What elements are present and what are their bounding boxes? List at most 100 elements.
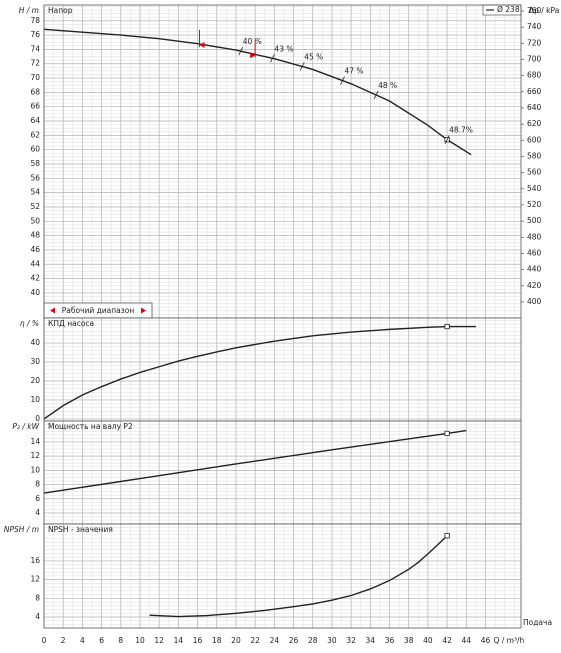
x-tick-label: 28: [308, 636, 318, 645]
y2-tick-label: 720: [527, 38, 542, 47]
y-tick-label: 8: [35, 593, 40, 602]
y-tick-label: 40: [30, 338, 40, 347]
y-tick-label: 76: [30, 30, 40, 39]
plot-background: [44, 5, 521, 318]
x-tick-label: 10: [135, 636, 145, 645]
y-tick-label: 60: [30, 145, 40, 154]
x-tick-label: 26: [289, 636, 299, 645]
panel: 0 10 20 30 40 η / % КПД насоса: [20, 317, 522, 423]
y-tick-label: 12: [30, 451, 40, 460]
y-tick-label: 68: [30, 87, 40, 96]
x-tick-label: 16: [193, 636, 203, 645]
banner-arrow: [141, 307, 146, 314]
range-arrow: [250, 52, 256, 59]
x-tick-label: 34: [366, 636, 376, 645]
y-axis-label: NPSH / m: [4, 525, 39, 534]
y2-tick-label: 440: [527, 265, 542, 274]
y-tick-label: 78: [30, 16, 40, 25]
y-tick-label: 4: [35, 612, 40, 621]
x-tick-label: 38: [404, 636, 414, 645]
curve: [149, 535, 448, 618]
x-tick-label: 36: [385, 636, 395, 645]
y-tick-label: 14: [30, 437, 40, 446]
y-axis-label: η / %: [20, 319, 39, 328]
y2-tick-label: 700: [527, 54, 542, 63]
y-tick-label: 4: [35, 508, 40, 517]
y2-tick-label: 420: [527, 281, 542, 290]
point-marker: [444, 430, 450, 437]
x-tick-label: 12: [154, 636, 164, 645]
y-tick-label: 8: [35, 480, 40, 489]
x-tick-label: 22: [250, 636, 260, 645]
y2-axis-label: Δp / kPa: [529, 6, 559, 15]
y-tick-label: 46: [30, 245, 40, 254]
curve: [43, 325, 476, 420]
curve: [43, 28, 472, 156]
y2-tick-label: 580: [527, 151, 542, 160]
x-tick-label: 46: [481, 636, 491, 645]
x-tick-label: 4: [80, 636, 85, 645]
range-arrow: [199, 41, 205, 48]
x-axis-label: Q / m³/h: [493, 636, 524, 645]
y2-tick-label: 520: [527, 200, 542, 209]
efficiency-label: 43 %: [274, 44, 293, 53]
panel-title: Мощность на валу P2: [48, 422, 133, 431]
panel-title: Напор: [48, 6, 73, 15]
x-tick-label: 40: [423, 636, 433, 645]
y-tick-label: 6: [35, 494, 40, 503]
y-tick-label: 30: [30, 357, 40, 366]
y-tick-label: 42: [30, 274, 40, 283]
x-tick-label: 42: [442, 636, 452, 645]
y-tick-label: 20: [30, 376, 40, 385]
y-tick-label: 70: [30, 73, 40, 82]
panel-title: КПД насоса: [48, 319, 94, 328]
x-tick-label: 32: [346, 636, 356, 645]
y2-tick-label: 640: [527, 103, 542, 112]
y2-tick-label: 460: [527, 248, 542, 257]
plot-frame: [43, 523, 522, 629]
y2-tick-label: 540: [527, 184, 542, 193]
banner-arrow: [50, 307, 55, 314]
y-tick-label: 72: [30, 59, 40, 68]
efficiency-tick: [373, 90, 379, 100]
y-tick-label: 62: [30, 130, 40, 139]
efficiency-tick: [340, 76, 345, 85]
y2-tick-label: 660: [527, 87, 542, 96]
efficiency-tick: [444, 135, 450, 144]
panel: 40 42 44 46 48 50 52 54 56 58 60 62 64 66 68 70 72 74 76 78…: [19, 4, 559, 319]
y-tick-label: 10: [30, 395, 40, 404]
y-tick-label: 44: [30, 259, 40, 268]
efficiency-label: 45 %: [304, 53, 323, 62]
curve: [43, 429, 467, 494]
x-caption: Подача: [523, 618, 552, 627]
y-tick-label: 48: [30, 231, 40, 240]
y-tick-label: 66: [30, 102, 40, 111]
panel-title: NPSH - значения: [48, 525, 113, 534]
efficiency-tick: [270, 54, 275, 63]
y2-tick-label: 680: [527, 71, 542, 80]
y2-tick-label: 740: [527, 22, 542, 31]
efficiency-label: 40 %: [243, 37, 262, 46]
efficiency-tick: [299, 62, 305, 71]
y-axis-label: P₂ / kW: [12, 422, 39, 431]
y-tick-label: 64: [30, 116, 40, 125]
point-marker: [444, 323, 450, 330]
y-tick-label: 74: [30, 44, 40, 53]
range-label: Рабочий диапазон: [62, 306, 135, 315]
y2-tick-label: 760: [527, 6, 542, 15]
x-tick-label: 2: [61, 636, 66, 645]
efficiency-label: 47 %: [344, 67, 363, 76]
y-axis-label: H / m: [19, 6, 39, 15]
y-tick-label: 40: [30, 288, 40, 297]
legend-label: Ø 238: [497, 5, 520, 14]
x-tick-label: 18: [212, 636, 222, 645]
efficiency-tick: [238, 47, 244, 56]
efficiency-label: 48 %: [378, 81, 397, 90]
x-tick-label: 20: [231, 636, 241, 645]
x-tick-label: 44: [462, 636, 472, 645]
y2-tick-label: 500: [527, 216, 542, 225]
point-marker: [444, 533, 450, 539]
panel: 4 6 8 10 12 14 P₂ / kW Мощность на валу P2: [12, 420, 522, 525]
x-tick-label: 30: [327, 636, 337, 645]
